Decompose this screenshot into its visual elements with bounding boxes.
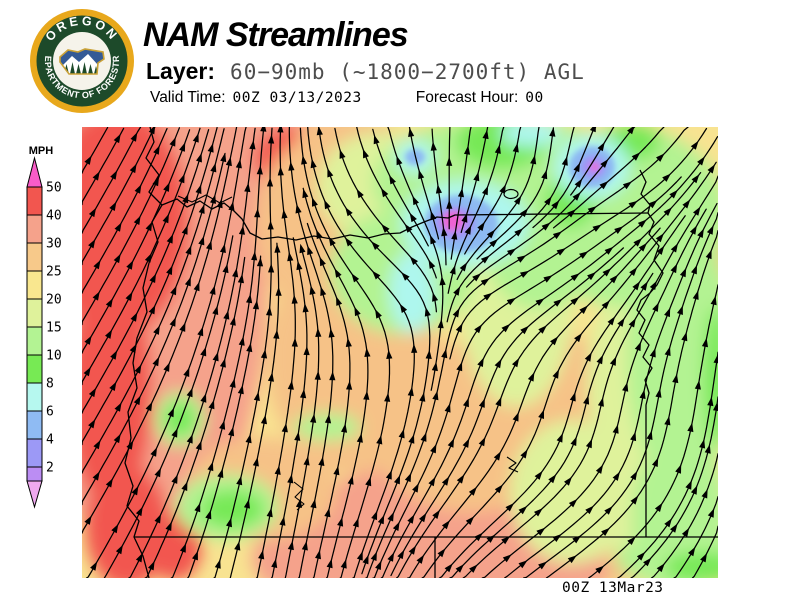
streamline	[82, 127, 201, 386]
legend-tick-label: 25	[46, 265, 62, 280]
streamline	[82, 127, 142, 234]
legend-segment	[26, 410, 43, 440]
streamline	[387, 127, 444, 391]
streamline-map	[82, 127, 718, 578]
streamline	[229, 242, 280, 578]
map-timestamp: 00Z 13Mar23	[562, 580, 664, 596]
legend-tick-label: 20	[46, 293, 62, 308]
map-layers	[82, 127, 718, 578]
legend-segment	[26, 214, 43, 244]
legend-tick-label: 15	[46, 321, 62, 336]
legend-tick-label: 10	[46, 349, 62, 364]
legend-arrow-top	[26, 156, 43, 188]
logo-oregon-landscape	[60, 49, 104, 74]
streamline	[617, 351, 718, 578]
streamline-map-canvas	[82, 127, 718, 578]
streamline	[82, 129, 191, 354]
streamline	[438, 215, 686, 578]
forecast-hour-value: 00	[525, 90, 544, 106]
legend-segment	[26, 382, 43, 412]
layer-value: 60−90mb (~1800−2700ft) AGL	[230, 60, 585, 84]
forecast-hour-label: Forecast Hour:	[415, 89, 519, 106]
streamline	[213, 127, 273, 578]
streamline	[82, 152, 226, 506]
streamline	[82, 127, 168, 294]
streamline	[306, 222, 351, 578]
page-title: NAM Streamlines	[143, 16, 409, 54]
streamline	[365, 127, 689, 578]
legend-segment-below-min	[26, 466, 43, 482]
streamline	[570, 127, 615, 196]
streamline	[103, 235, 234, 578]
streamline	[82, 127, 125, 206]
legend-tick-label: 8	[46, 377, 54, 392]
coastline	[124, 127, 163, 578]
streamline	[448, 127, 451, 230]
closed-streamline-eddy	[503, 188, 519, 200]
legend-tick-label: 4	[46, 433, 54, 448]
legend-tick-label: 2	[46, 461, 54, 476]
streamline	[372, 128, 429, 247]
valid-time-row: Valid Time: 00Z 03/13/2023 Forecast Hour…	[150, 89, 544, 107]
valid-time-value: 00Z 03/13/2023	[232, 90, 362, 106]
streamline	[372, 176, 682, 578]
valid-time-label: Valid Time:	[150, 89, 226, 106]
odf-logo-seal: OREGON DEPARTMENT OF FORESTRY	[30, 9, 134, 113]
streamline	[144, 256, 246, 578]
legend-colorbar: MPH 50 40 30 25 20 15 10 8 6 4 2	[26, 145, 62, 509]
streamline	[82, 127, 109, 174]
streamline	[299, 127, 391, 578]
legend-arrow-bottom	[26, 480, 43, 509]
streamline	[431, 128, 447, 266]
legend-segment	[26, 186, 43, 216]
streamline	[532, 127, 597, 229]
legend-tick-label: 50	[46, 181, 62, 196]
streamline	[408, 127, 440, 240]
streamline	[395, 171, 702, 578]
legend-segment	[26, 242, 43, 272]
logo-oregon-outline	[59, 48, 105, 75]
streamline	[187, 255, 262, 578]
layer-row: Layer: 60−90mb (~1800−2700ft) AGL	[146, 58, 585, 85]
streamline	[128, 127, 256, 578]
streamline	[630, 396, 718, 578]
streamline	[465, 127, 636, 288]
legend-segment	[26, 438, 43, 468]
layer-label: Layer:	[146, 58, 216, 84]
streamline	[270, 237, 308, 578]
streamline	[650, 453, 718, 578]
legend-tick-label: 40	[46, 209, 62, 224]
wind-speed-legend: MPH 50 40 30 25 20 15 10 8 6 4 2	[18, 138, 82, 522]
river-squiggle	[506, 456, 519, 473]
legend-tick-label: 6	[46, 405, 54, 420]
legend-segment	[26, 298, 43, 328]
streamline	[481, 208, 707, 578]
streamline	[82, 128, 225, 474]
odf-logo: OREGON DEPARTMENT OF FORESTRY	[28, 7, 136, 115]
legend-segment	[26, 326, 43, 356]
legend-segment	[26, 270, 43, 300]
streamline	[82, 127, 218, 446]
legend-tick-label: 30	[46, 237, 62, 252]
streamline	[302, 187, 369, 578]
legend-segment	[26, 354, 43, 384]
streamline	[421, 161, 717, 578]
streamline	[317, 127, 431, 575]
legend-units-label: MPH	[29, 145, 54, 157]
